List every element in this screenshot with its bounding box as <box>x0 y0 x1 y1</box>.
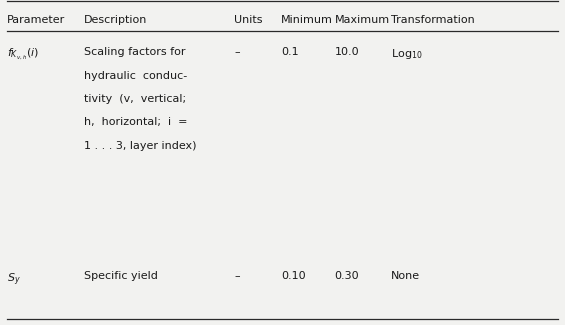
Text: Specific yield: Specific yield <box>84 271 158 281</box>
Text: 0.1: 0.1 <box>281 47 299 57</box>
Text: tivity  (v,  vertical;: tivity (v, vertical; <box>84 94 186 104</box>
Text: Log$_{10}$: Log$_{10}$ <box>391 47 423 61</box>
Text: –: – <box>234 271 240 281</box>
Text: Units: Units <box>234 15 263 25</box>
Text: 1 . . . 3, layer index): 1 . . . 3, layer index) <box>84 141 196 151</box>
Text: h,  horizontal;  i  =: h, horizontal; i = <box>84 117 187 127</box>
Text: hydraulic  conduc-: hydraulic conduc- <box>84 71 187 81</box>
Text: Parameter: Parameter <box>7 15 65 25</box>
Text: 10.0: 10.0 <box>334 47 359 57</box>
Text: Maximum: Maximum <box>334 15 390 25</box>
Text: $S_{y}$: $S_{y}$ <box>7 271 20 288</box>
Text: Transformation: Transformation <box>391 15 475 25</box>
Text: 0.30: 0.30 <box>334 271 359 281</box>
Text: Description: Description <box>84 15 147 25</box>
Text: –: – <box>234 47 240 57</box>
Text: Scaling factors for: Scaling factors for <box>84 47 185 57</box>
Text: None: None <box>391 271 420 281</box>
Text: 0.10: 0.10 <box>281 271 306 281</box>
Text: Minimum: Minimum <box>281 15 333 25</box>
Text: $f_{K_{v,h}}(i)$: $f_{K_{v,h}}(i)$ <box>7 47 38 62</box>
